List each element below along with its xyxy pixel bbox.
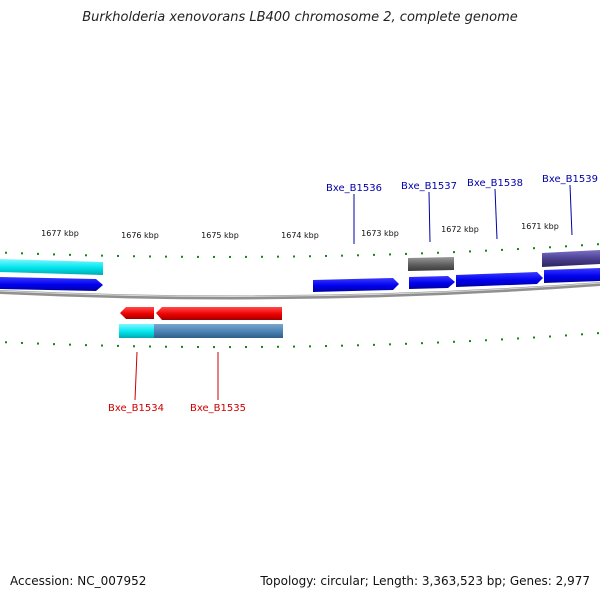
leader-bxe-b1538 [494,188,498,240]
feature-steel-bxe-b1535[interactable] [154,324,283,338]
gene-label-bxe-b1537[interactable]: Bxe_B1537 [401,181,457,192]
gene-bxe-b1535[interactable] [156,307,282,320]
kbp-label-1671: 1671 kbp [521,222,559,231]
map-title: Burkholderia xenovorans LB400 chromosome… [82,10,518,25]
leader-bxe-b1534 [134,351,138,401]
gene-label-bxe-b1536[interactable]: Bxe_B1536 [326,183,382,194]
kbp-label-1673: 1673 kbp [361,229,399,238]
gene-bxe-b1539[interactable] [544,268,600,283]
gene-bxe-b1534[interactable] [120,307,154,319]
gene-label-bxe-b1538[interactable]: Bxe_B1538 [467,178,523,189]
outer-scale-ticks [5,243,599,258]
gene-label-bxe-b1539[interactable]: Bxe_B1539 [542,174,598,185]
leader-bxe-b1537 [428,191,431,243]
gene-bxe-b1538[interactable] [456,272,543,287]
chromosome-backbone-highlight [0,282,600,297]
accession-text: Accession: NC_007952 [10,574,147,588]
gene-left-forward[interactable] [0,277,103,291]
topology-text: Topology: circular; Length: 3,363,523 bp… [260,574,590,588]
chromosome-backbone [0,282,600,300]
inner-scale-ticks [5,332,599,349]
gene-bxe-b1537[interactable] [409,276,455,289]
feature-cyan-bxe-b1534[interactable] [119,324,154,338]
gene-bxe-b1536[interactable] [313,278,399,292]
leader-bxe-b1539 [569,184,573,236]
kbp-label-1674: 1674 kbp [281,231,319,240]
gene-label-bxe-b1535[interactable]: Bxe_B1535 [190,403,246,414]
kbp-label-1677: 1677 kbp [41,229,79,238]
kbp-label-1675: 1675 kbp [201,231,239,240]
kbp-label-1672: 1672 kbp [441,225,479,234]
feature-slate-bxe-b1539[interactable] [542,250,600,267]
feature-cyan-left[interactable] [0,259,103,275]
kbp-label-1676: 1676 kbp [121,231,159,240]
feature-gray-bxe-b1537[interactable] [408,257,454,271]
gene-label-bxe-b1534[interactable]: Bxe_B1534 [108,403,164,414]
